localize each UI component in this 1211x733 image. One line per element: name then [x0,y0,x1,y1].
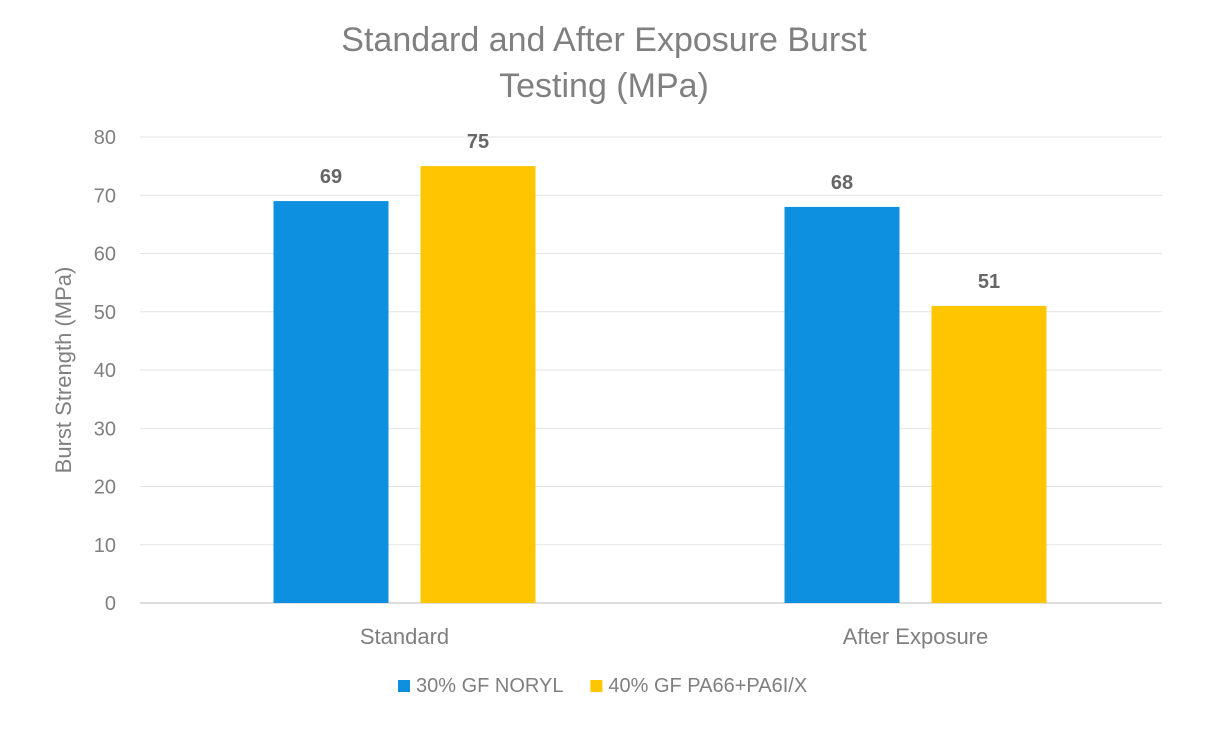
data-label: 75 [467,131,489,153]
data-label: 68 [831,172,853,194]
bar-series1 [273,201,389,603]
legend: 30% GF NORYL 40% GF PA66+PA6I/X [398,675,807,697]
y-tick-label: 30 [94,418,116,440]
y-tick-label: 60 [94,244,116,266]
chart-title: Standard and After Exposure Burst Testing… [341,21,867,105]
x-category-label: Standard [360,624,449,649]
y-tick-label: 40 [94,360,116,382]
legend-label: 30% GF NORYL [416,675,563,697]
y-tick-label: 70 [94,185,116,207]
legend-label: 40% GF PA66+PA6I/X [608,675,807,697]
bar-series2 [931,305,1047,603]
bars [273,166,1047,603]
y-axis-title: Burst Strength (MPa) [51,267,76,474]
chart-title-line: Standard and After Exposure Burst [341,21,867,59]
x-category-label: After Exposure [843,624,989,649]
y-tick-label: 50 [94,302,116,324]
legend-swatch [590,680,603,692]
bar-series2 [420,166,536,603]
y-tick-label: 0 [105,593,116,615]
x-axis-categories: Standard After Exposure [360,624,988,649]
y-axis-title: Burst Strength (MPa) [51,267,76,474]
data-label: 69 [320,166,342,188]
legend-swatch [398,680,410,692]
y-tick-label: 10 [94,535,116,557]
data-label: 51 [978,271,1000,293]
y-axis-ticks: 0 10 20 30 40 50 60 70 80 [94,127,116,615]
y-tick-label: 80 [94,127,116,149]
data-labels: 69 75 68 51 [320,131,1000,293]
y-tick-label: 20 [94,477,116,499]
bar-series1 [784,206,900,603]
chart-title-line: Testing (MPa) [499,67,709,105]
